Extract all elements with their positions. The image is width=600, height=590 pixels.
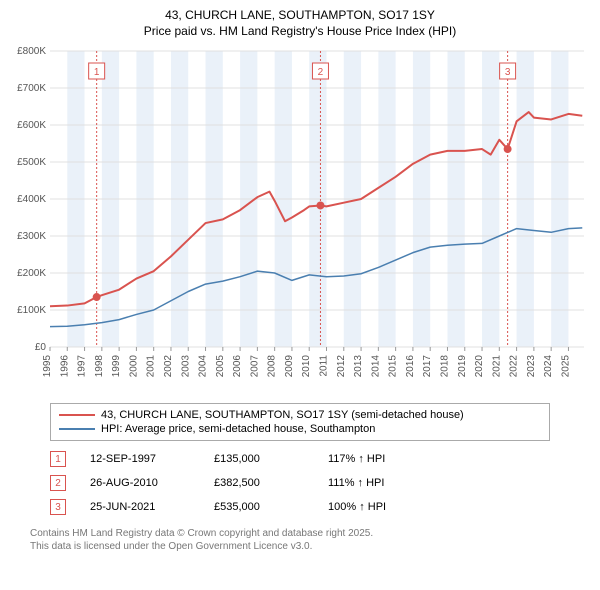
svg-text:£500K: £500K bbox=[17, 157, 46, 168]
svg-text:£600K: £600K bbox=[17, 120, 46, 131]
svg-text:2025: 2025 bbox=[560, 355, 571, 378]
legend-row: HPI: Average price, semi-detached house,… bbox=[59, 422, 541, 436]
svg-text:3: 3 bbox=[505, 67, 511, 78]
transaction-badge: 2 bbox=[50, 475, 66, 491]
svg-text:2021: 2021 bbox=[491, 355, 502, 378]
svg-text:2012: 2012 bbox=[336, 355, 347, 378]
svg-text:1: 1 bbox=[94, 67, 100, 78]
transaction-row: 1 12-SEP-1997 £135,000 117% ↑ HPI bbox=[50, 447, 592, 471]
svg-text:2024: 2024 bbox=[543, 355, 554, 378]
line-chart: £0 £100K £200K £300K £400K £500K £600K £700K £80… bbox=[8, 45, 592, 395]
svg-text:2: 2 bbox=[318, 67, 324, 78]
svg-text:2001: 2001 bbox=[146, 355, 157, 378]
svg-text:1998: 1998 bbox=[94, 355, 105, 378]
legend-label: HPI: Average price, semi-detached house,… bbox=[101, 423, 375, 435]
svg-text:2008: 2008 bbox=[267, 355, 278, 378]
svg-text:2023: 2023 bbox=[526, 355, 537, 378]
transaction-badge: 3 bbox=[50, 499, 66, 515]
svg-text:2020: 2020 bbox=[474, 355, 485, 378]
transaction-row: 2 26-AUG-2010 £382,500 111% ↑ HPI bbox=[50, 471, 592, 495]
svg-text:1996: 1996 bbox=[59, 355, 70, 378]
title-line2: Price paid vs. HM Land Registry's House … bbox=[8, 24, 592, 40]
svg-text:1999: 1999 bbox=[111, 355, 122, 378]
transaction-date: 25-JUN-2021 bbox=[90, 501, 190, 513]
legend-swatch bbox=[59, 414, 95, 416]
svg-text:£800K: £800K bbox=[17, 46, 46, 57]
svg-text:£400K: £400K bbox=[17, 194, 46, 205]
svg-text:£0: £0 bbox=[35, 342, 47, 353]
svg-text:1997: 1997 bbox=[77, 355, 88, 378]
transaction-date: 26-AUG-2010 bbox=[90, 477, 190, 489]
svg-text:2007: 2007 bbox=[249, 355, 260, 378]
svg-text:2014: 2014 bbox=[370, 355, 381, 378]
svg-text:2016: 2016 bbox=[405, 355, 416, 378]
svg-text:2017: 2017 bbox=[422, 355, 433, 378]
transaction-date: 12-SEP-1997 bbox=[90, 453, 190, 465]
footer-line1: Contains HM Land Registry data © Crown c… bbox=[30, 527, 592, 540]
footer-attribution: Contains HM Land Registry data © Crown c… bbox=[30, 527, 592, 553]
svg-text:2010: 2010 bbox=[301, 355, 312, 378]
svg-text:2000: 2000 bbox=[128, 355, 139, 378]
legend-row: 43, CHURCH LANE, SOUTHAMPTON, SO17 1SY (… bbox=[59, 408, 541, 422]
svg-text:£100K: £100K bbox=[17, 305, 46, 316]
svg-text:2011: 2011 bbox=[319, 355, 330, 377]
legend-swatch bbox=[59, 428, 95, 430]
svg-text:2004: 2004 bbox=[198, 355, 209, 378]
svg-text:2006: 2006 bbox=[232, 355, 243, 378]
legend: 43, CHURCH LANE, SOUTHAMPTON, SO17 1SY (… bbox=[50, 403, 550, 441]
svg-text:2013: 2013 bbox=[353, 355, 364, 378]
title-line1: 43, CHURCH LANE, SOUTHAMPTON, SO17 1SY bbox=[8, 8, 592, 24]
transaction-pct: 111% ↑ HPI bbox=[328, 477, 384, 489]
svg-text:2018: 2018 bbox=[439, 355, 450, 378]
transactions-table: 1 12-SEP-1997 £135,000 117% ↑ HPI 2 26-AUG-20… bbox=[50, 447, 592, 519]
chart-area: £0 £100K £200K £300K £400K £500K £600K £700K £80… bbox=[8, 45, 592, 395]
svg-text:2019: 2019 bbox=[457, 355, 468, 378]
svg-text:£700K: £700K bbox=[17, 83, 46, 94]
transaction-price: £382,500 bbox=[214, 477, 304, 489]
chart-title: 43, CHURCH LANE, SOUTHAMPTON, SO17 1SY P… bbox=[8, 8, 592, 39]
svg-text:2003: 2003 bbox=[180, 355, 191, 378]
transaction-price: £535,000 bbox=[214, 501, 304, 513]
transaction-badge: 1 bbox=[50, 451, 66, 467]
transaction-price: £135,000 bbox=[214, 453, 304, 465]
transaction-row: 3 25-JUN-2021 £535,000 100% ↑ HPI bbox=[50, 495, 592, 519]
svg-text:2005: 2005 bbox=[215, 355, 226, 378]
transaction-pct: 100% ↑ HPI bbox=[328, 501, 386, 513]
svg-text:2009: 2009 bbox=[284, 355, 295, 378]
transaction-pct: 117% ↑ HPI bbox=[328, 453, 385, 465]
footer-line2: This data is licensed under the Open Gov… bbox=[30, 540, 592, 553]
svg-text:£200K: £200K bbox=[17, 268, 46, 279]
legend-label: 43, CHURCH LANE, SOUTHAMPTON, SO17 1SY (… bbox=[101, 409, 464, 421]
svg-text:1995: 1995 bbox=[42, 355, 53, 378]
svg-text:£300K: £300K bbox=[17, 231, 46, 242]
svg-text:2002: 2002 bbox=[163, 355, 174, 378]
svg-text:2022: 2022 bbox=[509, 355, 520, 378]
svg-text:2015: 2015 bbox=[388, 355, 399, 378]
